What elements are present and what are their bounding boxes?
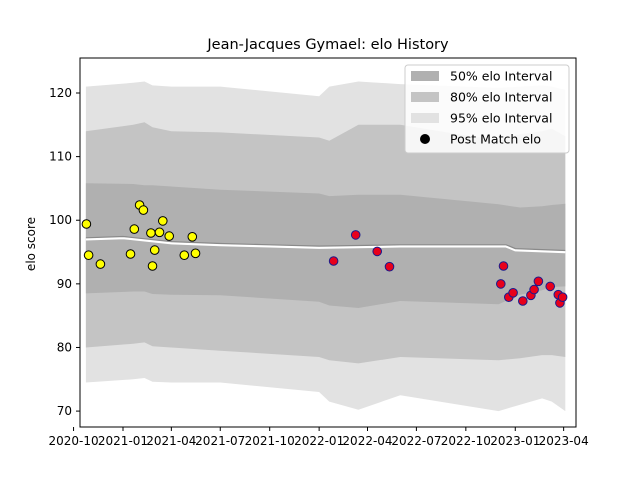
data-point [146, 228, 156, 238]
legend-swatch [411, 71, 439, 81]
data-point [154, 227, 165, 238]
data-point [533, 276, 544, 287]
data-point [498, 261, 509, 271]
x-tick-label: 2021-04 [146, 434, 196, 448]
x-tick-label: 2022-10 [441, 434, 491, 448]
data-point [125, 249, 136, 259]
data-point [384, 261, 395, 272]
legend-swatch [411, 113, 439, 123]
x-tick-label: 2022-01 [294, 434, 344, 448]
x-tick-label: 2022-04 [342, 434, 392, 448]
data-point [179, 250, 190, 260]
data-point [545, 281, 556, 292]
data-point [496, 279, 506, 289]
legend-marker [420, 134, 430, 144]
y-tick-label: 100 [49, 213, 72, 227]
data-point [164, 231, 174, 241]
data-point [372, 246, 383, 257]
data-point [328, 256, 339, 266]
data-point [129, 224, 140, 234]
legend-label: 50% elo Interval [450, 69, 552, 84]
data-point [81, 219, 92, 229]
data-point [350, 230, 361, 240]
legend-swatch [411, 92, 439, 102]
data-point [95, 259, 106, 269]
legend-label: 80% elo Interval [450, 90, 552, 105]
legend-label: 95% elo Interval [450, 111, 552, 126]
y-tick-label: 120 [49, 86, 72, 100]
x-tick-label: 2023-04 [539, 434, 589, 448]
y-tick-label: 80 [57, 340, 72, 354]
x-tick-label: 2021-10 [245, 434, 295, 448]
plot-frame [79, 57, 577, 428]
x-tick-label: 2022-07 [391, 434, 441, 448]
data-point [508, 288, 518, 298]
chart-title: Jean-Jacques Gymael: elo History [206, 37, 449, 53]
data-point [149, 245, 160, 255]
x-tick-label: 2020-10 [48, 434, 98, 448]
data-point [138, 205, 149, 215]
mean-line-highlight [85, 236, 566, 254]
x-tick-label: 2023-01 [490, 434, 540, 448]
plot-area [81, 81, 568, 412]
data-point [158, 216, 168, 226]
data-point [83, 250, 94, 260]
y-tick-label: 110 [49, 150, 72, 164]
legend: 50% elo Interval 80% elo Interval 95% elo … [404, 64, 570, 154]
data-point [529, 284, 539, 295]
legend-box [404, 64, 570, 154]
data-point [190, 248, 201, 259]
y-axis-label: elo score [24, 217, 38, 271]
legend-label: Post Match elo [450, 132, 541, 147]
mean-line [85, 235, 566, 252]
x-tick-label: 2021-01 [98, 434, 148, 448]
data-point [147, 261, 158, 271]
data-point [557, 292, 568, 303]
data-point [187, 232, 198, 242]
y-tick-label: 70 [57, 404, 72, 418]
x-tick-label: 2021-07 [195, 434, 245, 448]
y-tick-label: 90 [57, 277, 72, 291]
data-point [518, 296, 528, 306]
